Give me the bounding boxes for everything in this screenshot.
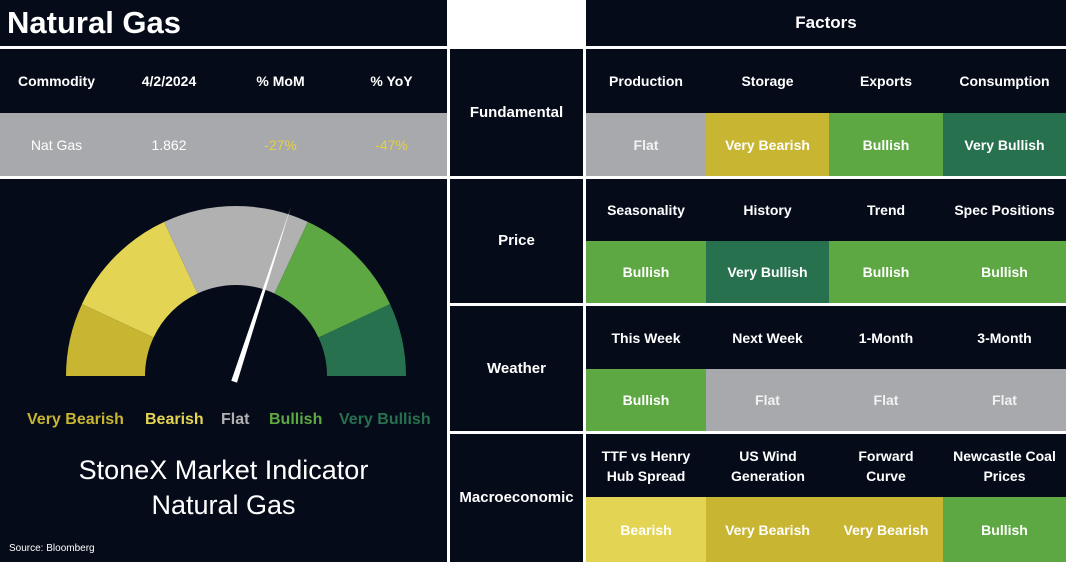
source-note: Source: Bloomberg	[9, 543, 95, 554]
yoy-header: % YoY	[370, 73, 413, 89]
gauge-needle	[231, 206, 292, 383]
legend-very-bearish: Very Bearish	[27, 411, 124, 428]
gauge-segment-very-bearish	[66, 304, 154, 376]
factors-price: Seasonality History Trend Spec Positions…	[586, 179, 1066, 303]
indicator-title-line1: StoneX Market Indicator	[78, 455, 369, 485]
factor-label: Next Week	[732, 329, 803, 346]
factor-signal: Very Bearish	[829, 497, 943, 562]
group-price: Price	[450, 179, 583, 303]
factors-fundamental: Production Storage Exports Consumption F…	[586, 49, 1066, 176]
gauge-segment-flat	[164, 206, 308, 294]
mom-header: % MoM	[256, 73, 305, 89]
factors-macroeconomic: TTF vs Henry Hub Spread US Wind Generati…	[586, 434, 1066, 562]
factor-signal: Flat	[829, 369, 943, 431]
gauge-segment-bearish	[81, 221, 198, 338]
page-title: Natural Gas	[7, 5, 182, 40]
group-weather: Weather	[450, 306, 583, 431]
factors-weather: This Week Next Week 1-Month 3-Month Bull…	[586, 306, 1066, 431]
factor-signal: Very Bearish	[706, 497, 829, 562]
commodity-row	[0, 113, 447, 176]
legend-bullish: Bullish	[269, 411, 323, 428]
group-label-macroeconomic: Macroeconomic	[459, 489, 574, 506]
legend-very-bullish: Very Bullish	[339, 411, 431, 428]
group-label-weather: Weather	[487, 359, 546, 377]
gauge-chart	[66, 206, 406, 383]
factor-signal: Bearish	[586, 497, 706, 562]
factor-label: 3-Month	[977, 329, 1032, 346]
gauge-segment-very-bullish	[318, 304, 406, 376]
commodity-table: Commodity 4/2/2024 % MoM % YoY Nat Gas 1…	[0, 49, 447, 176]
factor-signal: Very Bullish	[943, 113, 1066, 176]
factor-signal: Bullish	[586, 241, 706, 303]
indicator-title: StoneX Market Indicator Natural Gas	[0, 453, 447, 523]
gauge-segment-bullish	[274, 221, 391, 338]
factor-signal: Bullish	[829, 113, 943, 176]
factor-signal: Bullish	[829, 241, 943, 303]
commodity-name: Nat Gas	[30, 136, 83, 153]
factor-signal: Very Bullish	[706, 241, 829, 303]
group-fundamental: Fundamental	[450, 49, 583, 176]
factor-signal: Flat	[943, 369, 1066, 431]
mom-change: -27%	[264, 136, 297, 153]
legend-flat: Flat	[221, 411, 250, 428]
title-bar	[0, 0, 447, 46]
factor-label: Newcastle Coal Prices	[953, 447, 1056, 484]
factor-label: 1-Month	[858, 329, 914, 346]
factor-label: Production	[609, 73, 683, 89]
factor-signal: Very Bearish	[706, 113, 829, 176]
indicator-title-line2: Natural Gas	[151, 490, 296, 520]
factor-signal: Flat	[706, 369, 829, 431]
factor-label: This Week	[611, 329, 681, 346]
group-macroeconomic: Macroeconomic	[450, 434, 583, 562]
legend-bearish: Bearish	[145, 411, 204, 428]
date-header: 4/2/2024	[141, 73, 197, 89]
factors-header-bar	[586, 0, 1066, 46]
factor-label: Exports	[859, 73, 913, 89]
factor-label: Storage	[741, 73, 794, 89]
factor-label: History	[743, 202, 792, 218]
factor-label: US Wind Generation	[731, 447, 805, 484]
factor-label: TTF vs Henry Hub Spread	[601, 447, 691, 484]
yoy-change: -47%	[375, 136, 408, 153]
factor-label: Forward Curve	[858, 447, 914, 484]
commodity-price: 1.862	[151, 136, 187, 153]
factor-signal: Bullish	[586, 369, 706, 431]
factor-signal: Bullish	[943, 497, 1066, 562]
group-label-fundamental: Fundamental	[469, 103, 564, 121]
factor-signal: Bullish	[943, 241, 1066, 303]
commodity-header: Commodity	[18, 73, 95, 89]
factor-label: Trend	[866, 202, 906, 218]
group-label-price: Price	[498, 232, 535, 249]
factor-label: Consumption	[959, 73, 1050, 89]
factor-label: Spec Positions	[954, 202, 1055, 218]
factor-signal: Flat	[586, 113, 706, 176]
factors-title: Factors	[795, 13, 857, 32]
factor-label: Seasonality	[607, 202, 685, 218]
